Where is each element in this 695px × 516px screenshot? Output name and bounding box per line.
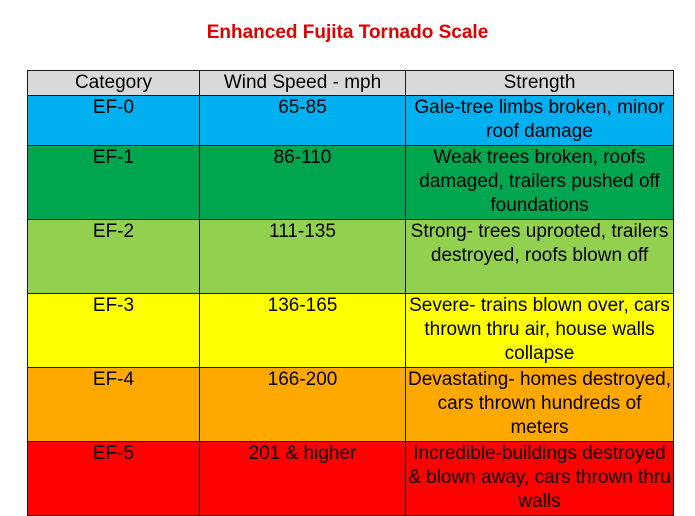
category-cell: EF-4: [27, 367, 200, 442]
table-row: EF-4 166-200 Devastating- homes destroye…: [27, 367, 674, 442]
strength-cell: Gale-tree limbs broken, minor roof damag…: [405, 95, 674, 146]
strength-cell: Devastating- homes destroyed, cars throw…: [405, 367, 674, 442]
table-row: EF-5 201 & higher Incredible-buildings d…: [27, 441, 674, 516]
category-cell: EF-3: [27, 293, 200, 368]
wind-speed-cell: 201 & higher: [199, 441, 406, 516]
header-category: Category: [27, 70, 200, 96]
strength-cell: Incredible-buildings destroyed & blown a…: [405, 441, 674, 516]
wind-speed-cell: 65-85: [199, 95, 406, 146]
wind-speed-cell: 86-110: [199, 145, 406, 220]
strength-cell: Strong- trees uprooted, trailers destroy…: [405, 219, 674, 294]
category-cell: EF-0: [27, 95, 200, 146]
category-cell: EF-2: [27, 219, 200, 294]
wind-speed-cell: 136-165: [199, 293, 406, 368]
wind-speed-cell: 111-135: [199, 219, 406, 294]
strength-cell: Severe- trains blown over, cars thrown t…: [405, 293, 674, 368]
table-row: EF-2 111-135 Strong- trees uprooted, tra…: [27, 219, 674, 294]
page-title: Enhanced Fujita Tornado Scale: [206, 22, 489, 43]
wind-speed-cell: 166-200: [199, 367, 406, 442]
table-row: EF-0 65-85 Gale-tree limbs broken, minor…: [27, 95, 674, 146]
table-row: EF-1 86-110 Weak trees broken, roofs dam…: [27, 145, 674, 220]
table-header-row: Category Wind Speed - mph Strength: [27, 70, 674, 96]
category-cell: EF-5: [27, 441, 200, 516]
table-row: EF-3 136-165 Severe- trains blown over, …: [27, 293, 674, 368]
fujita-scale-table: Category Wind Speed - mph Strength EF-0 …: [27, 70, 674, 516]
header-wind-speed: Wind Speed - mph: [199, 70, 406, 96]
strength-cell: Weak trees broken, roofs damaged, traile…: [405, 145, 674, 220]
category-cell: EF-1: [27, 145, 200, 220]
header-strength: Strength: [405, 70, 674, 96]
